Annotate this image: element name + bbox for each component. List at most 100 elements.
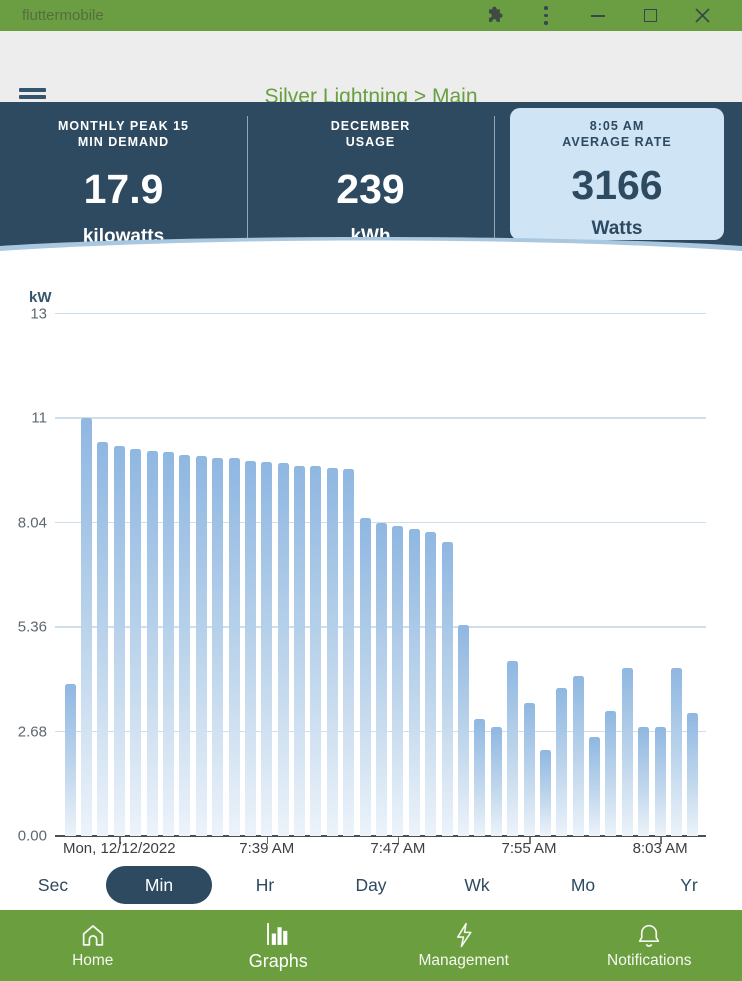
chart-bar[interactable] [556, 687, 568, 836]
chart-bar[interactable] [212, 457, 224, 836]
stats-panel: MONTHLY PEAK 15 MIN DEMAND 17.9 kilowatts… [0, 102, 742, 256]
chart-bar[interactable] [425, 531, 437, 836]
chart-bar[interactable] [343, 469, 355, 836]
chart-bar[interactable] [80, 418, 92, 836]
nav-label: Management [418, 952, 509, 969]
time-range-tabs: Sec Min Hr Day Wk Mo Yr [0, 866, 742, 904]
stats-divider [247, 116, 248, 238]
stat-value: 17.9 [83, 166, 164, 212]
y-axis-tick-label: 13 [30, 305, 47, 322]
y-axis-tick-label: 5.36 [17, 618, 47, 636]
chart-bar[interactable] [113, 446, 125, 836]
y-axis-tick-label: 0.00 [17, 827, 47, 845]
chart-bar[interactable] [572, 676, 584, 836]
y-axis-tick-label: 8.04 [17, 514, 47, 531]
x-axis-tick-label: 7:47 AM [370, 840, 426, 857]
chart-bar[interactable] [654, 726, 666, 836]
chart-gridline [55, 312, 706, 315]
chart-bar[interactable] [179, 454, 191, 836]
nav-item-graphs[interactable]: Graphs [186, 910, 372, 981]
chart-bar[interactable] [408, 529, 420, 836]
x-axis-tick [397, 837, 400, 844]
chart-bar[interactable] [457, 625, 469, 836]
x-axis-tick [529, 837, 531, 844]
stats-divider [494, 116, 495, 238]
chart-bar[interactable] [687, 713, 699, 836]
tab-hr[interactable]: Hr [255, 874, 275, 895]
nav-label: Home [72, 952, 114, 969]
appbar: Silver Lightning > Main [0, 31, 742, 108]
x-axis-tick-label: 7:39 AM [239, 840, 295, 857]
x-axis-tick [266, 837, 269, 844]
tab-sec[interactable]: Sec [37, 874, 69, 895]
close-button[interactable] [676, 0, 728, 31]
chart-bar[interactable] [392, 526, 404, 836]
window-titlebar: fluttermobile [0, 0, 742, 31]
stat-label: MONTHLY PEAK 15 MIN DEMAND [57, 119, 189, 149]
chart-bar[interactable] [130, 449, 142, 836]
chart-bar[interactable] [146, 451, 158, 836]
chart-bar[interactable] [162, 451, 174, 836]
chart-bar[interactable] [326, 467, 338, 836]
chart-bar[interactable] [621, 668, 633, 836]
stat-value: 3166 [571, 162, 663, 208]
x-axis-line [55, 835, 706, 837]
tab-day[interactable]: Day [355, 874, 387, 895]
chart-bar[interactable] [523, 703, 535, 836]
y-axis-unit-label: kW [29, 289, 52, 306]
x-axis-tick-label: Mon, 12/12/2022 [62, 840, 176, 857]
stat-card-average-rate-selected[interactable]: 8:05 AM AVERAGE RATE 3166 Watts [510, 108, 724, 240]
tab-yr[interactable]: Yr [680, 874, 698, 895]
nav-item-management[interactable]: Management [371, 910, 557, 981]
chart-bar[interactable] [539, 750, 551, 836]
stat-label: 8:05 AM AVERAGE RATE [562, 119, 672, 149]
chart-gridline [55, 521, 706, 524]
minimize-button[interactable] [572, 0, 624, 31]
stat-unit: Watts [591, 218, 643, 239]
tab-min[interactable]: Min [106, 866, 212, 904]
chart-bar[interactable] [441, 541, 453, 836]
stat-label: DECEMBER USAGE [330, 119, 411, 149]
maximize-button[interactable] [624, 0, 676, 31]
chart-bar[interactable] [261, 461, 273, 836]
home-icon [82, 925, 103, 946]
bell-icon [639, 924, 660, 947]
chart-bar[interactable] [277, 462, 289, 836]
x-axis-tick-label: 8:03 AM [632, 840, 688, 857]
chart-bar[interactable] [97, 442, 109, 836]
chart-bar[interactable] [294, 465, 306, 836]
chart-bar[interactable] [359, 518, 371, 836]
x-axis-tick-label: 7:55 AM [501, 840, 557, 857]
chart-bar[interactable] [474, 719, 486, 836]
x-axis-tick [660, 837, 662, 844]
chart-bar[interactable] [376, 523, 387, 836]
chart-bar[interactable] [605, 711, 617, 836]
chart-bar[interactable] [490, 726, 502, 836]
nav-label: Notifications [607, 952, 692, 969]
stat-card-monthly-usage[interactable]: DECEMBER USAGE 239 kWh [247, 102, 494, 247]
nav-item-notifications[interactable]: Notifications [557, 910, 742, 981]
chart-bar[interactable] [244, 460, 256, 836]
chart-bar[interactable] [589, 736, 601, 836]
bar-chart-icon [267, 922, 288, 945]
puzzle-icon[interactable] [468, 0, 520, 31]
chart-bar[interactable] [671, 668, 683, 836]
y-axis-tick-label: 11 [31, 409, 47, 427]
tab-mo[interactable]: Mo [570, 874, 596, 895]
chart-bar[interactable] [638, 726, 650, 836]
chart-bar[interactable] [195, 455, 207, 836]
tab-wk[interactable]: Wk [464, 874, 490, 895]
stat-card-peak-demand[interactable]: MONTHLY PEAK 15 MIN DEMAND 17.9 kilowatts [0, 102, 247, 247]
nav-label: Graphs [248, 950, 308, 971]
chart-gridline [55, 417, 706, 419]
menu-kebab-icon[interactable] [520, 0, 572, 31]
chart-bar[interactable] [64, 683, 76, 836]
stat-value: 239 [336, 166, 405, 212]
chart-bar[interactable] [310, 465, 322, 836]
chart-bar[interactable] [228, 457, 240, 836]
chart-bar[interactable] [507, 660, 519, 836]
nav-item-home[interactable]: Home [0, 910, 186, 981]
window-title: fluttermobile [22, 7, 104, 24]
bottom-nav: Home Graphs Management Notifications [0, 910, 742, 981]
